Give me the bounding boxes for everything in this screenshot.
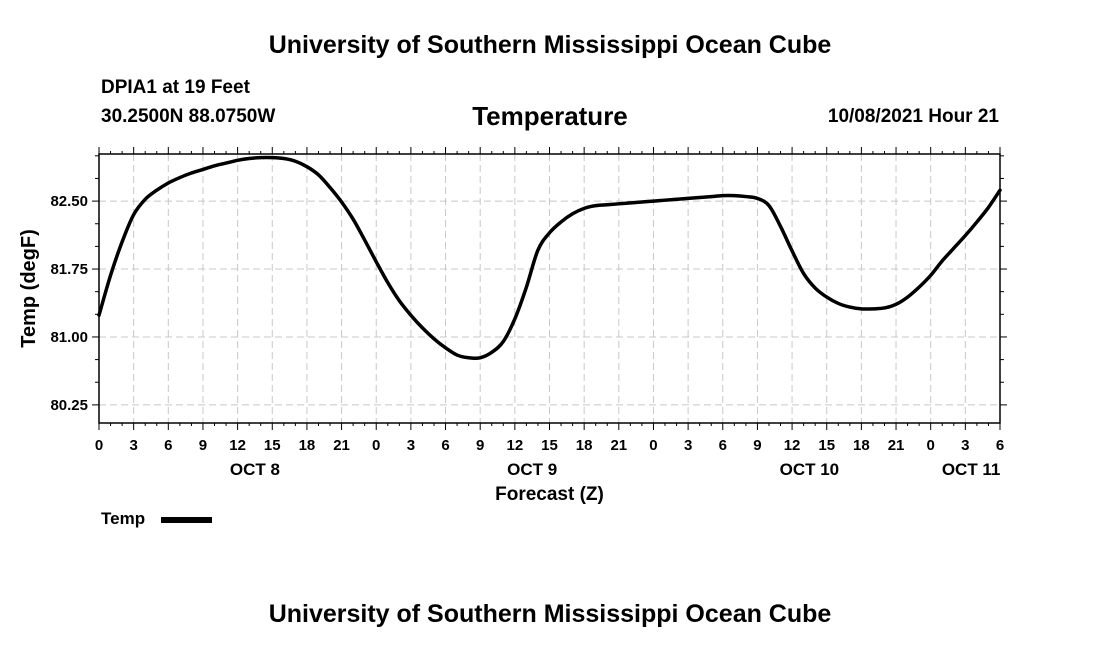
x-tick-label: 3 [129,437,137,454]
date-label: OCT 9 [507,460,557,479]
station-label: DPIA1 at 19 Feet [101,77,250,98]
x-tick-label: 9 [753,437,761,454]
date-label: OCT 11 [942,460,1001,479]
legend-swatch [161,517,212,523]
page-title-bottom: University of Southern Mississippi Ocean… [268,600,832,628]
x-tick-label: 0 [372,437,380,454]
x-tick-label: 6 [996,437,1004,454]
chart-ticks [92,147,1007,430]
x-tick-label: 0 [649,437,657,454]
x-tick-label: 18 [853,437,870,454]
x-tick-label: 12 [507,437,524,454]
x-tick-label: 0 [95,437,103,454]
chart-grid [99,154,1000,423]
legend-label: Temp [101,509,146,528]
chart-title: Temperature [472,101,628,131]
y-tick-label: 81.75 [50,261,88,278]
x-tick-label: 3 [407,437,415,454]
coordinates-label: 30.2500N 88.0750W [101,106,276,127]
x-tick-label: 21 [610,437,627,454]
temp-series-line [97,155,1002,361]
x-tick-label: 21 [888,437,905,454]
x-tick-label: 0 [927,437,935,454]
x-tick-label: 12 [784,437,801,454]
x-tick-label: 18 [299,437,316,454]
datetime-label: 10/08/2021 Hour 21 [827,106,999,127]
x-tick-label: 3 [684,437,692,454]
x-axis-title: Forecast (Z) [495,484,604,505]
x-tick-label: 9 [476,437,484,454]
y-tick-labels: 80.25 81.00 81.75 82.50 [50,193,88,414]
x-tick-label: 3 [961,437,969,454]
x-tick-label: 15 [818,437,835,454]
x-tick-label: 18 [576,437,593,454]
x-tick-label: 6 [164,437,172,454]
y-axis-title: Temp (degF) [18,229,40,348]
x-tick-label: 15 [541,437,558,454]
x-tick-label: 6 [441,437,449,454]
page-title-top: University of Southern Mississippi Ocean… [268,31,832,59]
x-tick-label: 9 [199,437,207,454]
date-label: OCT 10 [780,460,840,479]
y-tick-label: 81.00 [50,329,88,346]
date-label: OCT 8 [230,460,280,479]
x-tick-label: 12 [229,437,246,454]
date-labels: OCT 8 OCT 9 OCT 10 OCT 11 [230,460,1001,479]
x-tick-label: 21 [333,437,350,454]
y-tick-label: 82.50 [50,193,88,210]
x-tick-labels: 0 3 6 9 12 15 18 21 0 3 6 9 12 15 18 21 0 3 6 9 12 15 18 21 0 3 6 [95,437,1004,454]
x-tick-label: 6 [719,437,727,454]
x-tick-label: 15 [264,437,281,454]
y-tick-label: 80.25 [50,397,88,414]
